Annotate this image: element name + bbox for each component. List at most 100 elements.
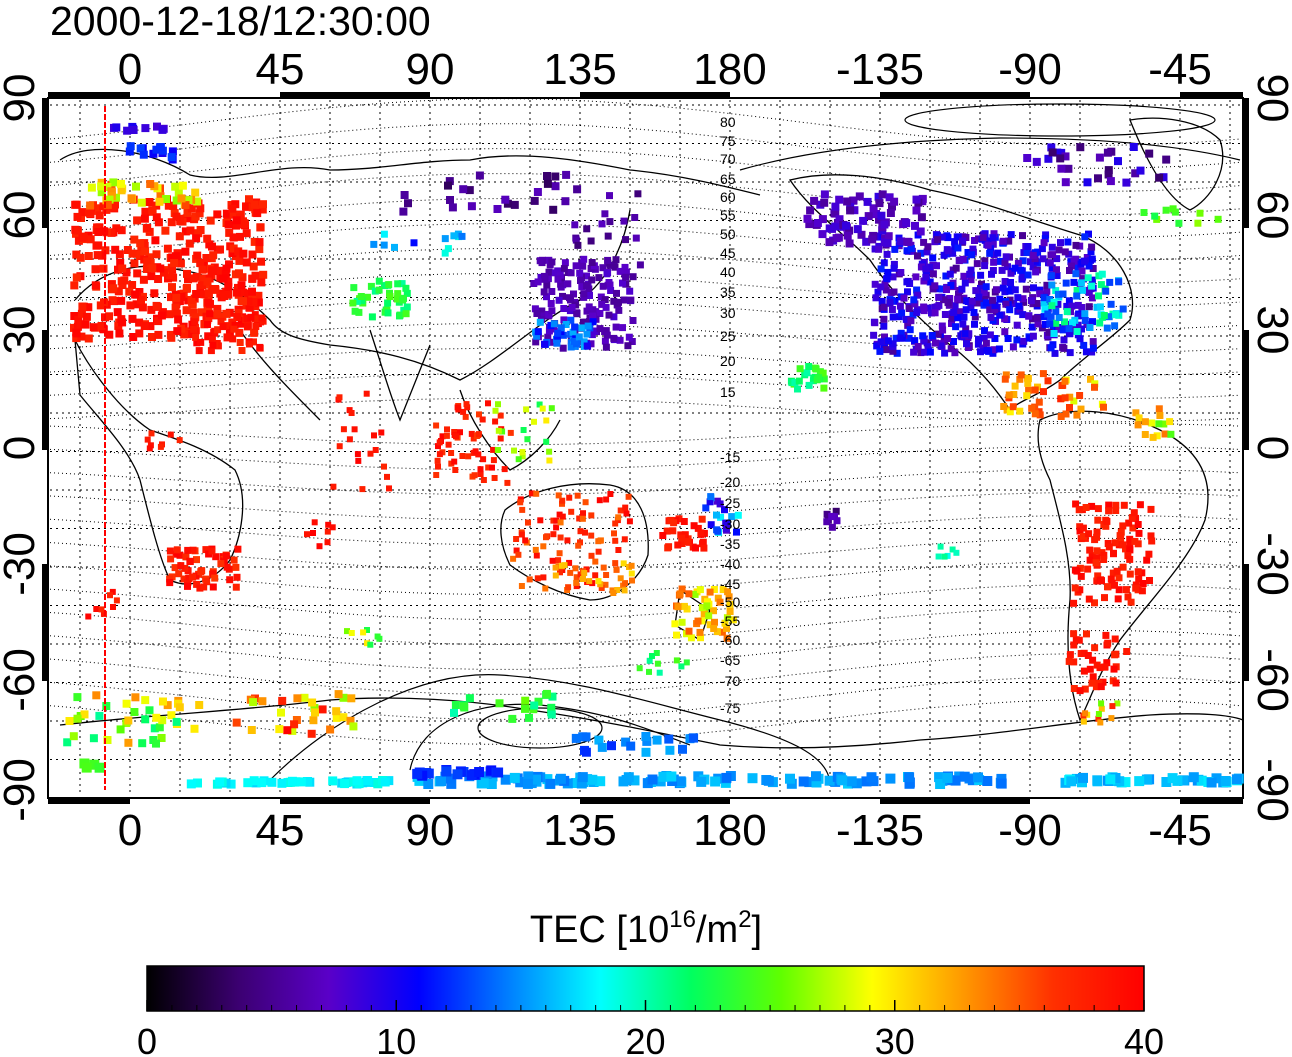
tec-data-point [678, 744, 687, 754]
tec-data-point [190, 325, 198, 333]
tec-data-point [354, 451, 361, 458]
tec-data-point [1074, 312, 1082, 320]
tec-data-points [63, 122, 1244, 789]
tec-data-point [303, 777, 312, 786]
tec-data-point [1120, 501, 1128, 509]
tec-data-point [433, 472, 440, 478]
tec-data-point [934, 236, 942, 244]
tec-data-point [806, 206, 815, 215]
tec-data-point [596, 325, 604, 333]
tec-data-point [604, 232, 612, 240]
tec-data-point [1124, 593, 1132, 601]
tec-data-point [125, 147, 134, 156]
tec-data-point [158, 716, 167, 725]
tec-data-point [889, 273, 897, 281]
tec-data-point [490, 457, 497, 464]
bottom-longitude-tick: 0 [118, 806, 142, 855]
tec-data-point [141, 696, 150, 705]
tec-data-point [229, 244, 238, 253]
tec-data-point [196, 584, 204, 592]
tec-data-point [318, 705, 327, 714]
tec-data-point [954, 295, 962, 303]
tec-data-point [130, 235, 139, 244]
tec-data-point [904, 288, 911, 296]
tec-data-point [1146, 577, 1153, 584]
tec-data-point [950, 338, 957, 345]
tec-data-point [1071, 773, 1082, 784]
tec-data-point [152, 713, 161, 722]
tec-data-point [877, 211, 886, 220]
tec-data-point [944, 299, 952, 307]
tec-data-point [931, 309, 939, 317]
top-longitude-tick: -135 [836, 45, 924, 94]
tec-data-point [853, 225, 862, 234]
tec-data-point [924, 243, 932, 251]
tec-data-point [543, 534, 549, 541]
tec-data-point [466, 770, 477, 781]
tec-data-point [1066, 404, 1073, 411]
tec-data-point [610, 297, 618, 305]
tec-data-point [953, 549, 960, 556]
tec-data-point [578, 324, 586, 332]
tec-data-point [698, 515, 706, 523]
tec-data-point [880, 322, 888, 330]
tec-data-point [696, 628, 704, 636]
tec-data-point [476, 411, 482, 418]
tec-data-point [674, 541, 682, 549]
tec-data-point [928, 309, 935, 317]
tec-data-point [597, 293, 605, 301]
tec-data-point [308, 698, 317, 707]
tec-data-point [247, 726, 256, 734]
tec-data-point [883, 250, 891, 258]
tec-data-point [206, 310, 214, 318]
tec-data-point [154, 330, 163, 339]
tec-data-point [1019, 232, 1026, 240]
tec-data-point [545, 327, 553, 335]
tec-data-point [204, 289, 213, 298]
tec-data-point [510, 555, 517, 562]
tec-data-point [1049, 324, 1057, 332]
tec-data-point [76, 253, 85, 262]
tec-data-point [938, 285, 946, 293]
tec-data-point [610, 313, 618, 321]
tec-data-point [1110, 550, 1117, 558]
tec-data-point [453, 433, 459, 440]
tec-data-point [606, 218, 614, 226]
tec-data-point [567, 269, 575, 277]
tec-data-point [118, 264, 127, 273]
tec-data-point [189, 308, 198, 317]
tec-data-point [255, 238, 264, 247]
tec-data-point [232, 288, 241, 297]
tec-data-point [94, 762, 105, 773]
tec-data-point [587, 340, 595, 348]
tec-data-point [622, 580, 628, 587]
tec-data-point [710, 625, 718, 632]
tec-data-point [316, 543, 323, 550]
tec-data-point [628, 570, 635, 577]
tec-data-point [968, 297, 976, 305]
tec-data-point [1061, 152, 1070, 161]
tec-data-point [620, 217, 628, 225]
tec-data-point [566, 294, 573, 302]
tec-data-point [986, 331, 994, 339]
tec-data-point [947, 281, 955, 289]
tec-data-point [521, 704, 529, 713]
tec-data-point [571, 778, 582, 788]
tec-data-point [489, 464, 495, 471]
tec-data-point [931, 282, 939, 290]
tec-data-point [1066, 267, 1073, 274]
tec-data-point [706, 588, 714, 596]
tec-data-point [330, 483, 337, 490]
tec-data-point [1017, 266, 1025, 274]
tec-data-point [1104, 170, 1113, 179]
tec-data-point [137, 198, 146, 207]
tec-data-point [882, 286, 890, 294]
tec-data-point [464, 404, 471, 411]
tec-data-point [193, 251, 202, 260]
tec-data-point [517, 499, 524, 506]
tec-data-point [78, 208, 87, 217]
tec-data-point [112, 123, 121, 132]
tec-data-point [139, 150, 148, 159]
tec-data-point [601, 337, 609, 345]
tec-data-point [435, 463, 441, 470]
